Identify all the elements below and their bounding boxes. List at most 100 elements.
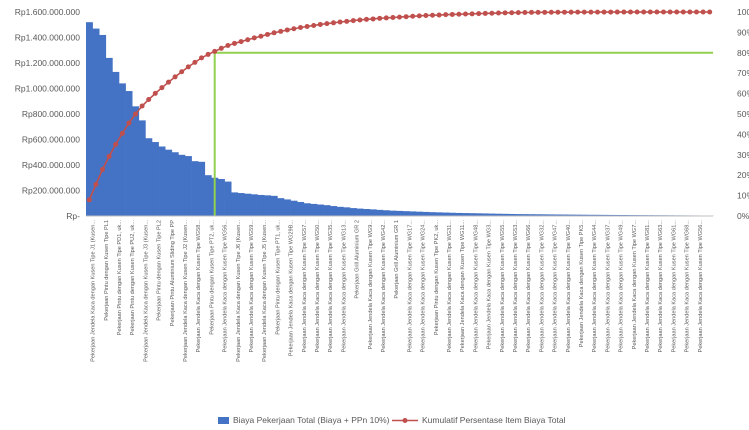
x-tick-label: Pekerjaan Jendela Kaca dengan Kusen Tipe… (500, 220, 506, 353)
bar (449, 212, 456, 216)
bar (244, 193, 252, 216)
bar (191, 161, 199, 216)
bar (138, 120, 146, 217)
bar (132, 106, 140, 216)
cumulative-point (469, 11, 475, 17)
cumulative-point (93, 181, 99, 187)
cumulative-point (595, 9, 600, 15)
cumulative-point (337, 19, 343, 25)
axes-layer: Rp- Rp200.000.000 Rp400.000.000 Rp600.000.0… (15, 7, 749, 362)
x-tick-label: Pekerjaan Grill Aluminium GR 2 (355, 220, 361, 299)
y-tick-label: Rp800.000.000 (22, 109, 80, 119)
x-tick-label: Pekerjaan Pintu dengan Kusen Tipe PU2, u… (130, 220, 136, 336)
x-tick-label: Pekerjaan Jendela Kaca dengan Kusen Tipe… (315, 220, 321, 353)
cumulative-point (172, 74, 178, 80)
cumulative-point (397, 14, 402, 20)
bar (429, 212, 437, 216)
cumulative-point (522, 10, 528, 16)
bar (383, 210, 390, 216)
cumulative-point (205, 51, 211, 57)
bar (528, 214, 536, 216)
cumulative-point (436, 12, 442, 18)
cumulative-point (634, 9, 640, 15)
y-tick-label: Rp400.000.000 (22, 160, 80, 170)
y-tick-label: Rp200.000.000 (22, 186, 80, 196)
x-tick-label: Pekerjaan Jendela Kaca dengan Kusen Tipe… (526, 220, 532, 353)
cumulative-point (86, 197, 92, 203)
bar (317, 204, 324, 216)
y2-tick-label: 70% (737, 68, 749, 78)
cumulative-point (555, 9, 561, 15)
x-tick-label: Pekerjaan Jendela Kaca dengan Kusen Tipe… (658, 220, 664, 353)
bar (218, 179, 225, 216)
bar (409, 211, 417, 216)
bar (422, 211, 430, 216)
bar (270, 195, 278, 216)
cumulative-point (133, 111, 138, 117)
bar (158, 146, 166, 216)
x-tick-label: Pekerjaan Pintu dengan Kusen Tipe PT1, u… (275, 220, 281, 335)
x-tick-label: Pekerjaan Pintu dengan Kusen Tipe PT2, u… (209, 220, 215, 335)
bar (105, 57, 113, 217)
cumulative-point (238, 39, 244, 45)
cumulative-point (265, 31, 270, 37)
y2-tick-label: 40% (737, 129, 749, 139)
cumulative-point (364, 16, 369, 22)
bar (416, 211, 423, 216)
cumulative-point (199, 55, 204, 61)
x-tick-label: Pekerjaan Jendela Kaca dengan Kusen Tipe… (183, 220, 189, 362)
cumulative-point (324, 21, 330, 27)
cumulative-point (496, 10, 501, 16)
bar (614, 214, 621, 216)
bar (402, 211, 410, 216)
cumulative-point (423, 12, 429, 18)
cumulative-line-layer (86, 9, 713, 203)
y-tick-label: Rp1.000.000.000 (15, 84, 80, 94)
bar (264, 195, 272, 216)
cumulative-point (185, 64, 191, 70)
legend-label-line: Kumulatif Persentase Item Biaya Total (422, 415, 566, 425)
cumulative-point (344, 18, 350, 24)
cumulative-point (383, 15, 389, 21)
cumulative-point (430, 12, 435, 18)
x-tick-label: Pekerjaan Jendela Kaca dengan Kusen Tipe… (236, 220, 242, 362)
x-tick-label: Pekerjaan Jendela Kaca dengan Kusen Tipe… (328, 220, 334, 353)
x-tick-label: Pekerjaan Jendela Kaca dengan Kusen Tipe… (473, 220, 479, 353)
y2-tick-label: 100% (737, 7, 749, 17)
bar (323, 205, 331, 216)
bar (574, 214, 582, 216)
y-tick-label: Rp- (66, 211, 80, 221)
x-tick-label: Pekerjaan Jendela Kaca dengan Kusen Tipe… (143, 220, 149, 362)
y2-tick-label: 20% (737, 170, 749, 180)
cumulative-point (456, 11, 462, 17)
cumulative-point (588, 9, 594, 15)
bar (488, 213, 496, 216)
cumulative-point (489, 10, 495, 16)
bar (297, 201, 305, 216)
bar (356, 208, 364, 216)
x-tick-label: Pekerjaan Jendela Kaca dengan Kusen Tipe… (632, 220, 638, 350)
bar (515, 214, 522, 216)
cumulative-point (100, 166, 105, 172)
bar (548, 214, 555, 216)
cumulative-point (331, 20, 336, 26)
bar (369, 209, 377, 216)
bar (600, 214, 608, 216)
cumulative-point (159, 85, 165, 91)
cumulative-point (146, 97, 152, 103)
y2-tick-label: 90% (737, 27, 749, 37)
x-tick-label: Pekerjaan Jendela Kaca dengan Kusen Tipe… (302, 220, 308, 353)
y-tick-label: Rp1.600.000.000 (15, 7, 80, 17)
cumulative-point (463, 11, 468, 17)
cumulative-point (628, 9, 633, 15)
x-tick-label: Pekerjaan Jendela Kaca dengan Kusen Tipe… (407, 220, 413, 353)
bar (442, 212, 450, 216)
y-tick-label: Rp1.200.000.000 (15, 58, 80, 68)
x-tick-label: Pekerjaan Jendela Kaca dengan Kusen Tipe… (553, 220, 559, 353)
x-tick-label: Pekerjaan Jendela Kaca dengan Kusen Tipe… (289, 220, 295, 357)
x-tick-label: Pekerjaan Jendela Kaca dengan Kusen Tipe… (447, 220, 453, 353)
bar (495, 213, 503, 216)
bar (468, 213, 476, 216)
cumulative-point (278, 28, 284, 34)
